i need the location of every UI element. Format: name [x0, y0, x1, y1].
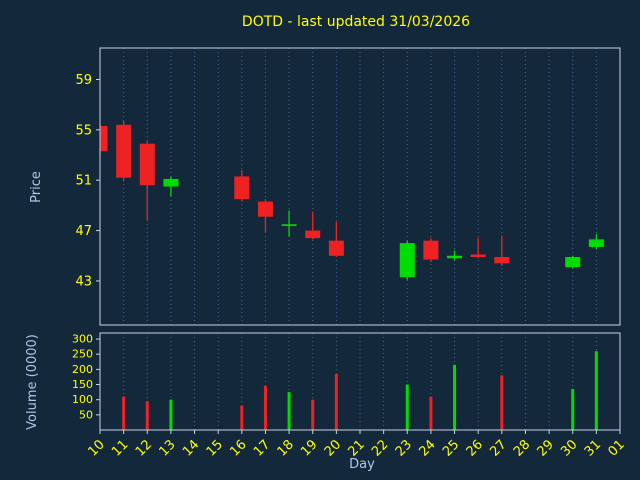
volume-axis-label: Volume (0000)	[25, 334, 40, 430]
volume-bar	[571, 389, 575, 430]
volume-bar	[263, 386, 267, 430]
candle-body	[588, 239, 604, 247]
candle-body	[565, 257, 581, 268]
candle-body	[163, 178, 179, 187]
volume-bar	[169, 399, 173, 430]
chart-title: DOTD - last updated 31/03/2026	[242, 14, 470, 30]
price-axis-label: Price	[29, 171, 44, 203]
volume-bar	[453, 364, 457, 430]
volume-tick-label: 200	[72, 363, 93, 376]
candle-body	[423, 240, 439, 260]
price-tick-label: 59	[75, 73, 92, 88]
volume-bar	[405, 384, 409, 430]
candle-body	[305, 230, 321, 239]
price-panel-border	[99, 47, 621, 326]
candle-body	[399, 243, 415, 278]
volume-tick-label: 250	[72, 348, 93, 361]
axes-spines	[96, 47, 621, 434]
volume-bar	[594, 351, 598, 430]
volume-tick-label: 100	[72, 393, 93, 406]
volume-bar	[240, 405, 244, 430]
volume-bar	[122, 396, 126, 430]
candle-body	[447, 255, 463, 259]
volume-bar	[500, 375, 504, 430]
candle-body	[139, 143, 155, 186]
candle-body	[281, 224, 297, 226]
x-axis-label: Day	[349, 457, 375, 472]
candle-body	[494, 257, 510, 264]
price-tick-label: 55	[75, 123, 92, 138]
candle-body	[234, 176, 250, 200]
volume-bars	[122, 351, 598, 430]
price-tick-label: 43	[75, 274, 92, 289]
candle-body	[116, 124, 132, 178]
candle-body	[328, 240, 344, 256]
volume-tick-label: 300	[72, 333, 93, 346]
volume-bar	[311, 399, 315, 430]
volume-bar	[429, 396, 433, 430]
volume-bar	[145, 401, 149, 430]
candle-body	[100, 126, 108, 152]
volume-tick-label: 50	[79, 408, 93, 421]
price-tick-label: 47	[75, 224, 92, 239]
candles	[100, 121, 604, 280]
volume-bar	[287, 392, 291, 430]
volume-tick-label: 150	[72, 378, 93, 391]
candle-body	[470, 254, 486, 258]
price-tick-label: 51	[75, 174, 92, 189]
volume-bar	[334, 373, 338, 430]
candle-body	[257, 201, 273, 217]
